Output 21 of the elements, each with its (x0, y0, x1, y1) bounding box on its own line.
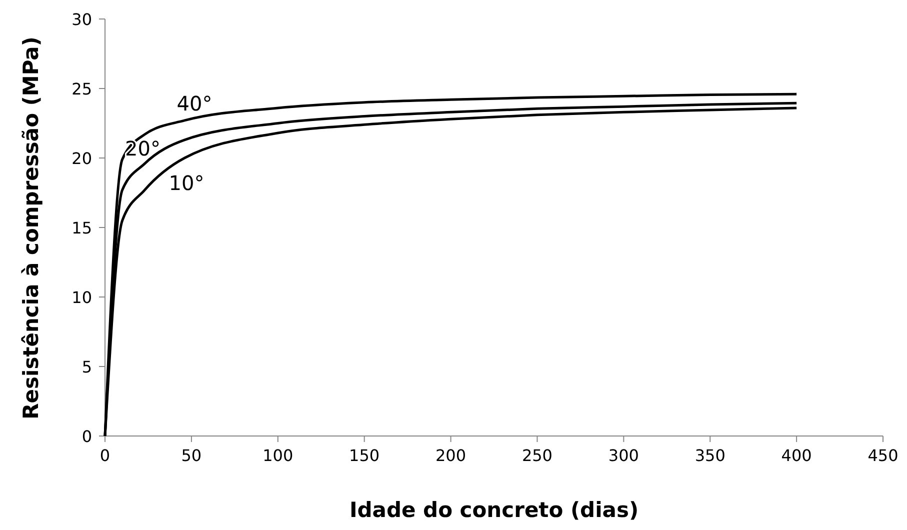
y-tick-label: 10 (72, 288, 92, 307)
y-tick-label: 20 (72, 149, 92, 168)
x-tick-label: 0 (100, 446, 110, 465)
x-tick-label: 400 (781, 446, 812, 465)
x-tick-label: 200 (436, 446, 466, 465)
y-tick-label: 15 (72, 218, 92, 238)
y-tick-label: 5 (82, 358, 92, 376)
x-tick-label: 250 (522, 446, 552, 465)
x-axis-title: Idade do concreto (dias) (349, 498, 639, 522)
x-tick-label: 100 (262, 446, 294, 465)
x-tick-label: 50 (181, 446, 202, 465)
y-tick-label: 0 (82, 427, 92, 446)
x-tick-label: 350 (694, 446, 726, 465)
x-tick-label: 300 (608, 446, 639, 465)
series-label: 10° (168, 171, 204, 195)
x-tick-label: 150 (349, 446, 380, 465)
y-axis-title: Resistência à compressão (MPa) (19, 36, 43, 420)
y-tick-label: 30 (72, 10, 92, 29)
y-tick-label: 25 (72, 80, 92, 98)
x-tick-label: 450 (868, 446, 898, 465)
series-label: 40° (176, 91, 212, 116)
